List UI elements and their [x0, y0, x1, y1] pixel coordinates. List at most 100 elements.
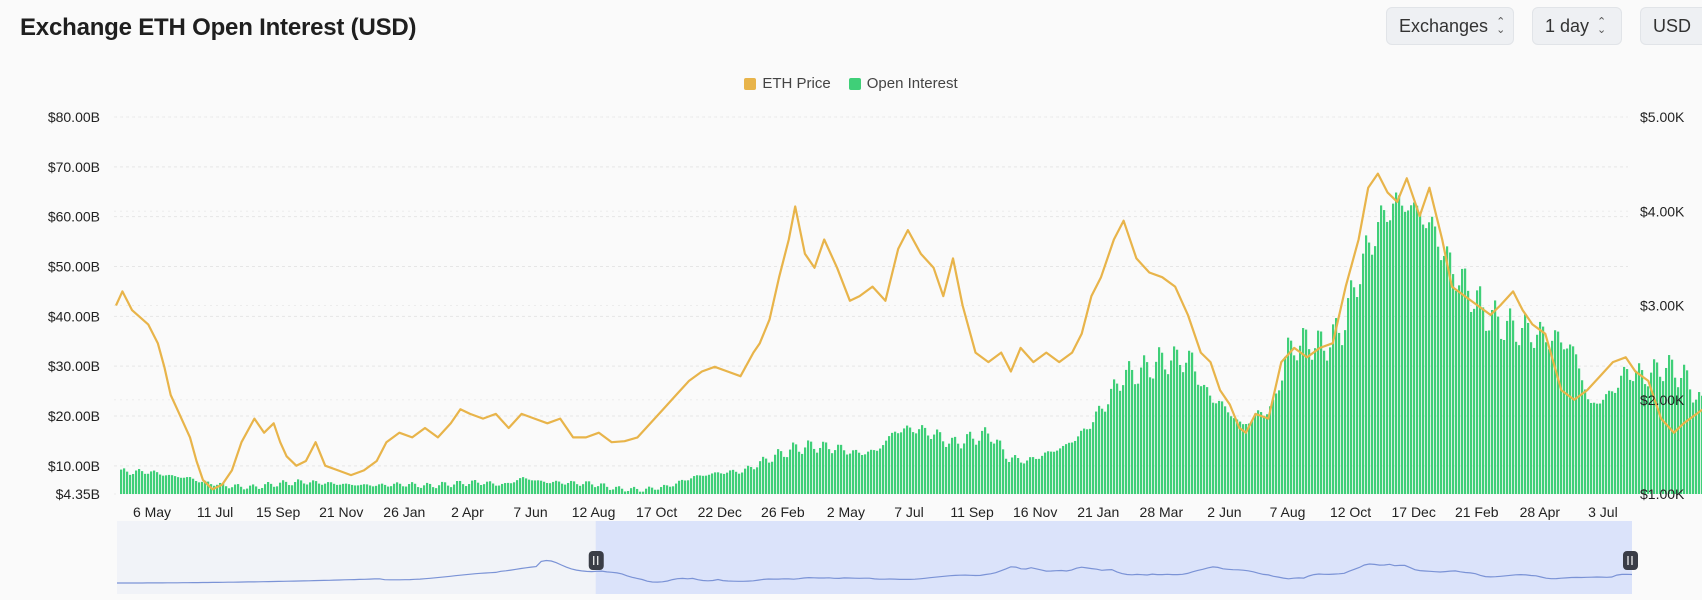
oi-bar: [1308, 349, 1311, 494]
oi-bar: [1656, 362, 1659, 494]
oi-bar: [951, 437, 954, 494]
oi-bar: [1644, 384, 1647, 494]
oi-bar: [1629, 379, 1632, 494]
navigator-line: [117, 559, 1633, 584]
legend-label-oi: Open Interest: [866, 75, 958, 92]
interval-select[interactable]: 1 day ⌃ ⌄: [1532, 7, 1622, 45]
oi-bar: [1521, 327, 1524, 494]
legend-item-eth-price[interactable]: ETH Price: [744, 75, 831, 92]
oi-bar: [480, 485, 483, 494]
oi-bar: [984, 427, 987, 494]
price-line-path: [114, 172, 1702, 491]
oi-bar: [906, 425, 909, 494]
oi-bar: [324, 483, 327, 494]
oi-bar: [198, 482, 201, 494]
oi-bar: [603, 483, 606, 494]
oi-bar: [312, 480, 315, 494]
oi-bar: [516, 480, 519, 494]
oi-bar: [504, 483, 507, 494]
oi-bar: [1341, 345, 1344, 494]
oi-bar: [348, 484, 351, 494]
x-tick-label: 16 Nov: [1013, 504, 1057, 520]
oi-bar: [1113, 379, 1116, 494]
open-interest-bars: [120, 192, 1702, 495]
oi-bar: [222, 483, 225, 494]
oi-bar: [645, 488, 648, 494]
oi-bar: [801, 453, 804, 494]
oi-bar: [597, 486, 600, 494]
oi-bar: [1173, 346, 1176, 494]
oi-bar: [303, 483, 306, 494]
oi-bar: [498, 485, 501, 494]
oi-bar: [477, 482, 480, 494]
oi-bar: [1563, 349, 1566, 494]
y-right-tick-label: $1.00K: [1640, 486, 1685, 502]
oi-bar: [432, 487, 435, 494]
oi-bar: [177, 477, 180, 494]
oi-bar: [1668, 355, 1671, 494]
oi-bar: [693, 476, 696, 494]
oi-bar: [672, 486, 675, 494]
navigator-handle-right[interactable]: [1623, 551, 1638, 570]
oi-bar: [1167, 374, 1170, 494]
chart-grid: [114, 116, 1628, 495]
oi-bar: [702, 475, 705, 494]
oi-bar: [1593, 402, 1596, 494]
oi-bar: [1692, 402, 1695, 494]
oi-bar: [1098, 405, 1101, 494]
oi-bar: [1275, 393, 1278, 494]
oi-bar: [366, 484, 369, 494]
oi-bar: [390, 486, 393, 494]
oi-bar: [1302, 328, 1305, 494]
oi-bar: [294, 482, 297, 494]
oi-bar: [1026, 460, 1029, 494]
oi-bar: [372, 486, 375, 494]
oi-bar: [1548, 349, 1551, 494]
oi-bar: [588, 481, 591, 494]
oi-bar: [1518, 345, 1521, 494]
oi-bar: [783, 456, 786, 494]
oi-bar: [1329, 347, 1332, 494]
oi-bar: [1605, 394, 1608, 494]
oi-bar: [1575, 354, 1578, 494]
oi-bar: [435, 488, 438, 494]
oi-bar: [1077, 436, 1080, 494]
oi-bar: [1197, 384, 1200, 494]
oi-bar: [1335, 318, 1338, 494]
oi-bar: [1323, 350, 1326, 494]
oi-bar: [1347, 298, 1350, 494]
oi-bar: [1596, 403, 1599, 494]
oi-bar: [1623, 366, 1626, 494]
oi-bar: [1080, 430, 1083, 494]
oi-bar: [813, 448, 816, 494]
oi-bar: [1317, 330, 1320, 494]
oi-bar: [678, 480, 681, 494]
oi-bar: [555, 480, 558, 494]
x-tick-label: 15 Sep: [256, 504, 301, 520]
oi-bar: [387, 486, 390, 494]
exchanges-select[interactable]: Exchanges ⌃ ⌄: [1386, 7, 1514, 45]
oi-bar: [990, 441, 993, 494]
currency-select[interactable]: USD: [1640, 7, 1702, 45]
oi-bar: [939, 432, 942, 494]
oi-bar: [1473, 308, 1476, 494]
legend-item-open-interest[interactable]: Open Interest: [848, 75, 958, 92]
oi-bar: [405, 486, 408, 494]
oi-bar: [1479, 286, 1482, 494]
oi-bar: [1086, 429, 1089, 494]
oi-bar: [1527, 322, 1530, 494]
x-tick-label: 28 Mar: [1140, 504, 1184, 520]
oi-bar: [1410, 205, 1413, 494]
oi-bar: [225, 486, 228, 494]
oi-bar: [1200, 386, 1203, 494]
oi-bar: [132, 474, 135, 494]
oi-bar: [1053, 451, 1056, 494]
oi-bar: [870, 449, 873, 494]
oi-bar: [1284, 356, 1287, 494]
oi-bar: [744, 468, 747, 494]
oi-bar: [1650, 372, 1653, 494]
navigator-handle-left[interactable]: [588, 551, 604, 570]
page-title: Exchange ETH Open Interest (USD): [20, 14, 417, 41]
oi-bar: [468, 484, 471, 494]
